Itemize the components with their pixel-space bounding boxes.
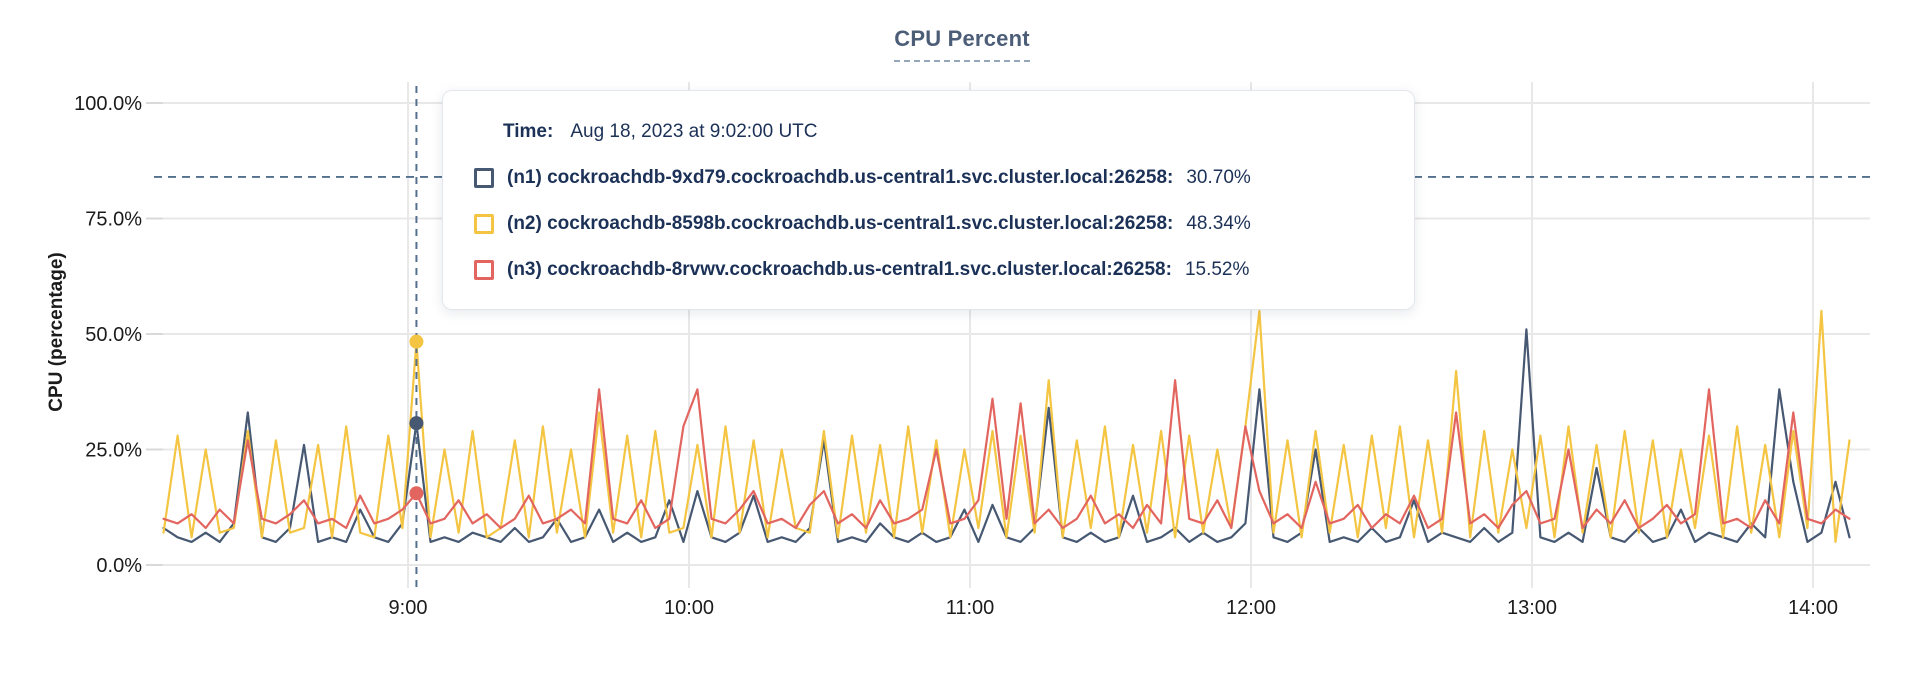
tooltip-series-row: (n3) cockroachdb-8rvwv.cockroachdb.us-ce… (474, 259, 1384, 281)
hover-point-n1 (409, 416, 424, 431)
x-axis-tick-label: 9:00 (389, 597, 428, 619)
tooltip-time-value: Aug 18, 2023 at 9:02:00 UTC (570, 121, 818, 142)
series-value: 15.52% (1184, 259, 1250, 280)
tooltip-time-label: Time: (503, 121, 554, 142)
tooltip-time-row: Time: Aug 18, 2023 at 9:02:00 UTC (503, 121, 1384, 143)
x-axis-tick-label: 10:00 (664, 597, 714, 619)
series-value: 30.70% (1186, 167, 1251, 188)
tooltip-series-row: (n1) cockroachdb-9xd79.cockroachdb.us-ce… (474, 167, 1384, 189)
x-axis-tick-label: 13:00 (1507, 597, 1557, 619)
x-axis-tick-label: 14:00 (1788, 597, 1838, 619)
x-axis-tick-label: 11:00 (946, 597, 995, 619)
series-swatch-icon (474, 260, 494, 280)
y-axis-tick-label: 100.0% (74, 93, 142, 115)
series-line-n3 (162, 379, 1851, 530)
hover-point-n2 (409, 334, 424, 349)
series-swatch-icon (474, 168, 494, 188)
tooltip-series-row: (n2) cockroachdb-8598b.cockroachdb.us-ce… (474, 213, 1384, 235)
chart-title[interactable]: CPU Percent (894, 26, 1030, 62)
series-line-n2 (162, 309, 1851, 544)
tooltip-series-list: (n1) cockroachdb-9xd79.cockroachdb.us-ce… (474, 167, 1384, 281)
series-label: (n2) cockroachdb-8598b.cockroachdb.us-ce… (507, 213, 1174, 234)
y-axis-tick-label: 25.0% (85, 440, 142, 462)
y-axis-title: CPU (percentage) (46, 252, 67, 411)
hover-point-n3 (409, 486, 424, 501)
y-axis-tick-label: 0.0% (96, 555, 142, 577)
y-axis-tick-label: 75.0% (85, 209, 142, 231)
series-swatch-icon (474, 214, 494, 234)
chart-title-wrap: CPU Percent (0, 26, 1924, 62)
series-value: 48.34% (1186, 213, 1251, 234)
y-axis-tick-label: 50.0% (85, 324, 142, 346)
series-label: (n1) cockroachdb-9xd79.cockroachdb.us-ce… (507, 167, 1174, 188)
x-axis-tick-label: 12:00 (1226, 597, 1276, 619)
series-label: (n3) cockroachdb-8rvwv.cockroachdb.us-ce… (507, 259, 1172, 280)
chart-hover-tooltip: Time: Aug 18, 2023 at 9:02:00 UTC (n1) c… (442, 90, 1415, 310)
